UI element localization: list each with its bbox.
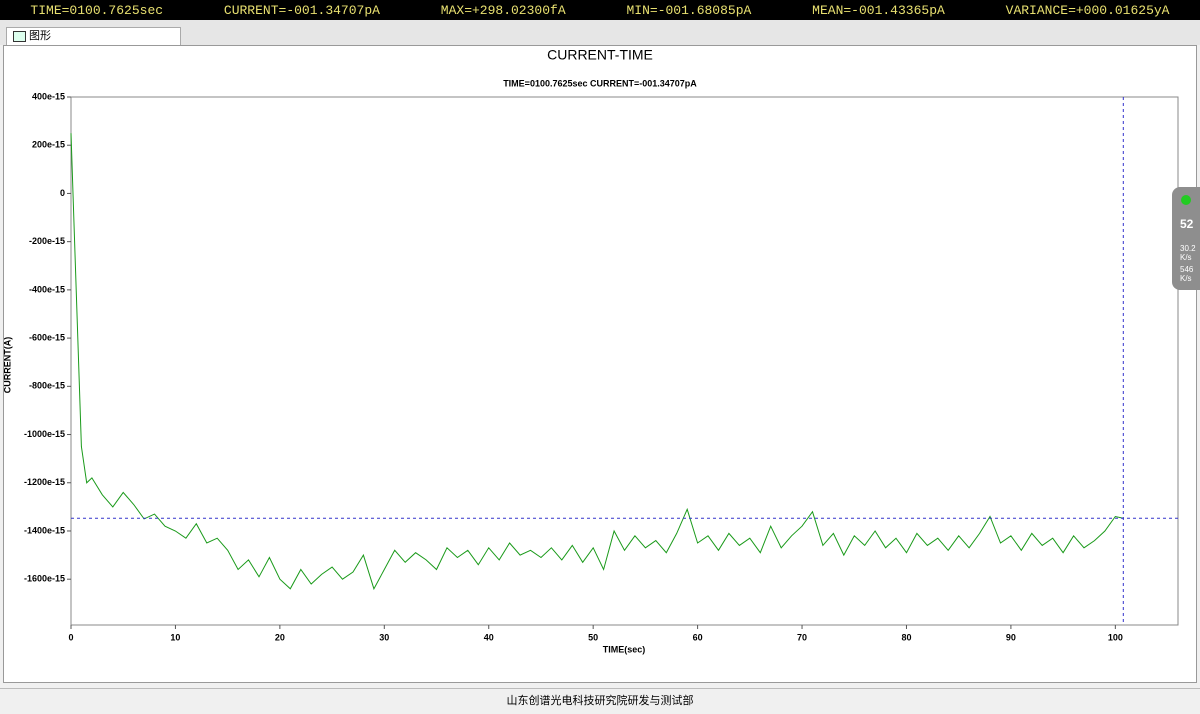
y-axis-label: CURRENT(A) bbox=[2, 337, 12, 394]
plot-area bbox=[70, 96, 1179, 626]
x-tick-label: 80 bbox=[901, 632, 911, 642]
status-item: VARIANCE=+000.01625yA bbox=[1005, 2, 1170, 18]
y-tick-label: 0 bbox=[60, 188, 65, 198]
x-tick-label: 0 bbox=[68, 632, 73, 642]
x-tick-label: 10 bbox=[170, 632, 180, 642]
status-item: TIME=0100.7625sec bbox=[30, 2, 164, 18]
y-tick-label: -800e-15 bbox=[29, 381, 65, 391]
status-item: MIN=-001.68085pA bbox=[626, 2, 752, 18]
y-tick-label: -1400e-15 bbox=[24, 525, 65, 535]
x-tick-label: 60 bbox=[693, 632, 703, 642]
status-item: CURRENT=-001.34707pA bbox=[223, 2, 380, 18]
tab-label: 图形 bbox=[29, 30, 51, 42]
x-tick-label: 70 bbox=[797, 632, 807, 642]
chart-window bbox=[3, 45, 1197, 683]
widget-unit: K/s bbox=[1180, 274, 1192, 283]
x-tick-label: 90 bbox=[1006, 632, 1016, 642]
x-tick-label: 40 bbox=[484, 632, 494, 642]
status-item: MAX=+298.02300fA bbox=[440, 2, 566, 18]
monitor-widget[interactable]: 52 30.2 K/s 546 K/s bbox=[1172, 187, 1200, 290]
y-tick-label: 200e-15 bbox=[32, 140, 65, 150]
x-tick-label: 100 bbox=[1108, 632, 1123, 642]
x-tick-label: 20 bbox=[275, 632, 285, 642]
x-tick-label: 50 bbox=[588, 632, 598, 642]
y-tick-label: -200e-15 bbox=[29, 236, 65, 246]
data-line bbox=[70, 133, 1124, 591]
widget-unit: K/s bbox=[1180, 253, 1192, 262]
x-axis-label: TIME(sec) bbox=[603, 644, 646, 654]
chart-title: CURRENT-TIME bbox=[547, 47, 653, 63]
y-tick-label: -600e-15 bbox=[29, 332, 65, 342]
y-tick-label: 400e-15 bbox=[32, 91, 65, 101]
widget-rate: 30.2 bbox=[1180, 244, 1196, 253]
y-tick-label: -1000e-15 bbox=[24, 429, 65, 439]
tab-bar: 图形 bbox=[0, 20, 1200, 45]
footer-text: 山东创谱光电科技研究院研发与测试部 bbox=[506, 695, 694, 707]
tab[interactable]: 图形 bbox=[6, 27, 181, 45]
widget-value: 52 bbox=[1180, 217, 1194, 231]
widget-rate: 546 bbox=[1180, 265, 1194, 274]
footer: 山东创谱光电科技研究院研发与测试部 bbox=[0, 688, 1200, 714]
y-tick-label: -400e-15 bbox=[29, 284, 65, 294]
chart-subtitle: TIME=0100.7625sec CURRENT=-001.34707pA bbox=[503, 78, 697, 88]
status-bar: TIME=0100.7625sec CURRENT=-001.34707pA MAX… bbox=[0, 0, 1200, 20]
y-tick-label: -1600e-15 bbox=[24, 574, 65, 584]
y-tick-label: -1200e-15 bbox=[24, 477, 65, 487]
status-item: MEAN=-001.43365pA bbox=[812, 2, 945, 18]
x-tick-label: 30 bbox=[379, 632, 389, 642]
